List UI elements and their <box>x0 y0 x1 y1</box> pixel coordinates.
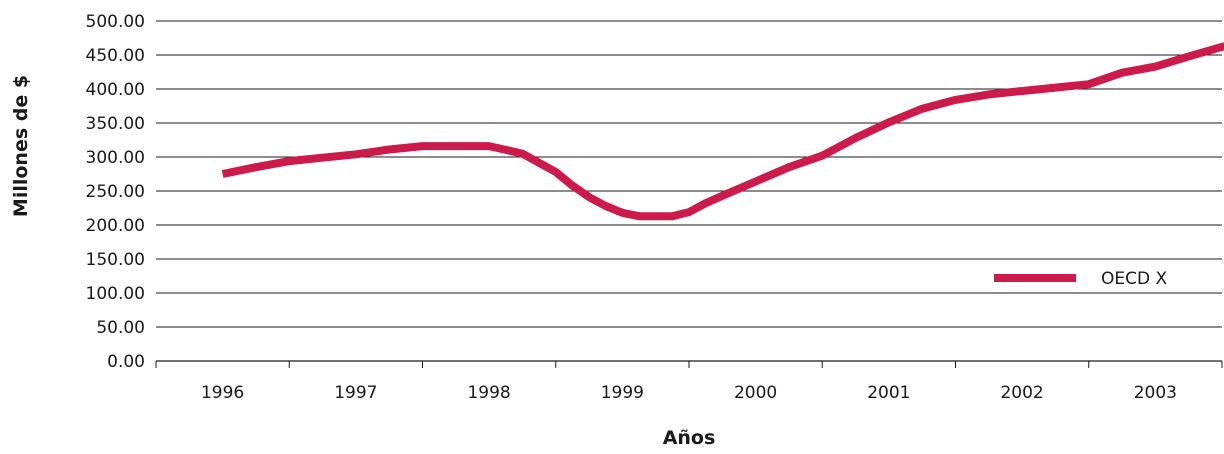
x-tick-label: 1998 <box>467 383 510 403</box>
y-tick-label: 450.00 <box>86 46 145 66</box>
x-axis-title: Años <box>663 427 716 449</box>
x-axis: 1996 1997 1998 1999 2000 2001 2002 2003 <box>155 360 1223 403</box>
y-tick-label: 300.00 <box>86 148 145 168</box>
y-tick-label: 200.00 <box>86 216 145 236</box>
y-tick-label: 250.00 <box>86 182 145 202</box>
legend-label: OECD X <box>1101 269 1167 289</box>
x-tick-label: 1996 <box>201 383 244 403</box>
y-axis-tick-labels: 0.00 50.00 100.00 150.00 200.00 250.00 300.00 3… <box>86 12 145 372</box>
x-tick-label: 2001 <box>867 383 910 403</box>
series-lines <box>221 42 1224 221</box>
legend: OECD X <box>994 269 1167 289</box>
x-tick-label: 1997 <box>334 383 377 403</box>
y-tick-label: 150.00 <box>86 250 145 270</box>
y-tick-label: 50.00 <box>96 318 145 338</box>
y-tick-label: 100.00 <box>86 284 145 304</box>
y-tick-label: 350.00 <box>86 114 145 134</box>
y-tick-label: 0.00 <box>107 352 145 372</box>
x-tick-label: 1999 <box>601 383 644 403</box>
x-tick-label: 2002 <box>1000 383 1043 403</box>
x-tick-label: 2003 <box>1134 383 1177 403</box>
series-line <box>221 42 1224 221</box>
y-tick-label: 500.00 <box>86 12 145 32</box>
x-tick-label: 2000 <box>734 383 777 403</box>
y-tick-label: 400.00 <box>86 80 145 100</box>
y-axis-title: Millones de $ <box>10 75 32 217</box>
